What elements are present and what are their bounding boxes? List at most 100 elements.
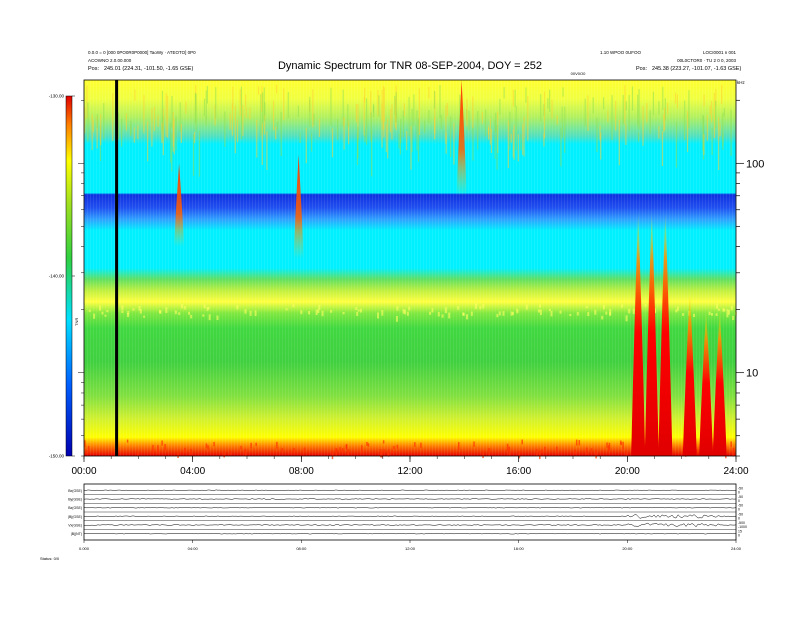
noise-streak — [365, 98, 368, 145]
noise-streak — [244, 94, 247, 107]
burst-mark — [456, 80, 467, 196]
floor-texture — [345, 444, 348, 450]
plasma-line-texture — [127, 310, 130, 315]
noise-streak — [173, 118, 175, 155]
noise-streak — [229, 113, 231, 130]
plasma-line-texture — [621, 304, 624, 308]
noise-streak — [514, 89, 516, 107]
noise-streak — [185, 101, 187, 114]
plasma-line-texture — [236, 304, 239, 310]
plasma-line-texture — [511, 311, 514, 316]
plasma-line-texture — [357, 309, 360, 312]
noise-streak — [513, 124, 515, 160]
floor-texture — [382, 440, 385, 444]
noise-streak — [637, 132, 640, 142]
noise-streak — [166, 95, 169, 138]
mag-series-line — [83, 522, 737, 528]
header-right-line1b: LOCI0001 n 001 — [703, 50, 737, 55]
plasma-line-texture — [675, 309, 678, 313]
burst-mark — [293, 154, 304, 259]
x-tick-label: 16:00 — [506, 466, 531, 477]
floor-texture — [366, 441, 368, 446]
floor-texture — [223, 451, 225, 458]
plasma-line-texture — [730, 305, 733, 311]
noise-streak — [364, 130, 366, 143]
noise-streak — [658, 126, 660, 139]
mag-series-label: By(GSE) — [68, 498, 82, 502]
plasma-line-texture — [498, 311, 501, 316]
noise-streak — [256, 119, 258, 158]
plasma-line-texture — [538, 309, 541, 313]
floor-texture — [281, 448, 283, 452]
noise-streak — [402, 110, 404, 138]
floor-texture — [85, 449, 88, 454]
mag-scale-label: -50 — [738, 495, 743, 499]
noise-streak — [96, 115, 98, 149]
noise-streak — [549, 89, 551, 112]
x-tick-label: 00:00 — [71, 466, 96, 477]
noise-streak — [91, 114, 93, 151]
noise-streak — [490, 128, 493, 153]
footer-status: Status: 0/0 — [40, 556, 60, 561]
noise-streak — [239, 89, 241, 117]
noise-streak — [520, 134, 522, 151]
mag-series-line — [83, 532, 737, 535]
noise-streak — [622, 95, 624, 125]
noise-streak — [713, 92, 716, 138]
noise-streak — [157, 114, 159, 127]
noise-streak — [722, 112, 724, 150]
floor-texture — [595, 449, 597, 459]
colorbar-tick-label: -140.00 — [49, 274, 65, 279]
floor-texture — [420, 442, 422, 449]
noise-streak — [261, 86, 263, 112]
plasma-line-texture — [602, 304, 605, 310]
plasma-line-texture — [300, 310, 303, 315]
floor-texture — [620, 442, 622, 446]
noise-streak — [596, 117, 598, 153]
noise-streak — [485, 109, 487, 136]
noise-streak — [662, 86, 664, 110]
noise-streak — [607, 110, 609, 122]
burst-mark — [712, 309, 727, 456]
floor-texture — [575, 439, 578, 446]
floor-texture — [229, 450, 232, 456]
noise-streak — [664, 107, 666, 131]
noise-streak — [382, 85, 385, 130]
plasma-line-texture — [180, 303, 183, 309]
mag-series-line — [83, 514, 737, 519]
noise-streak — [403, 103, 405, 116]
plasma-line-texture — [88, 309, 91, 312]
plasma-line-texture — [377, 312, 380, 319]
burst-mark — [631, 209, 646, 456]
floor-texture — [244, 448, 247, 457]
floor-texture — [205, 443, 208, 448]
plasma-line-texture — [190, 314, 193, 319]
floor-texture — [539, 450, 541, 460]
plasma-line-texture — [441, 314, 444, 318]
noise-streak — [147, 121, 149, 162]
noise-streak — [642, 105, 644, 146]
noise-streak — [466, 98, 468, 127]
noise-streak — [439, 85, 441, 119]
noise-streak — [416, 110, 418, 151]
noise-streak — [406, 130, 408, 151]
noise-streak — [240, 86, 242, 105]
noise-streak — [434, 91, 436, 134]
noise-streak — [411, 108, 413, 153]
noise-streak — [125, 113, 127, 131]
noise-streak — [664, 98, 666, 121]
noise-streak — [309, 96, 311, 128]
noise-streak — [561, 124, 563, 138]
plasma-line-texture — [585, 306, 588, 309]
floor-texture — [622, 441, 624, 450]
noise-streak — [343, 118, 345, 150]
floor-texture — [250, 442, 252, 449]
mag-series-label: Bx(GSE) — [68, 489, 82, 493]
unit-label: kHz — [737, 80, 745, 85]
noise-streak — [472, 125, 474, 161]
noise-streak — [385, 124, 387, 152]
noise-streak — [624, 85, 626, 124]
noise-streak — [489, 118, 492, 145]
noise-streak — [399, 127, 401, 155]
noise-streak — [717, 117, 720, 130]
